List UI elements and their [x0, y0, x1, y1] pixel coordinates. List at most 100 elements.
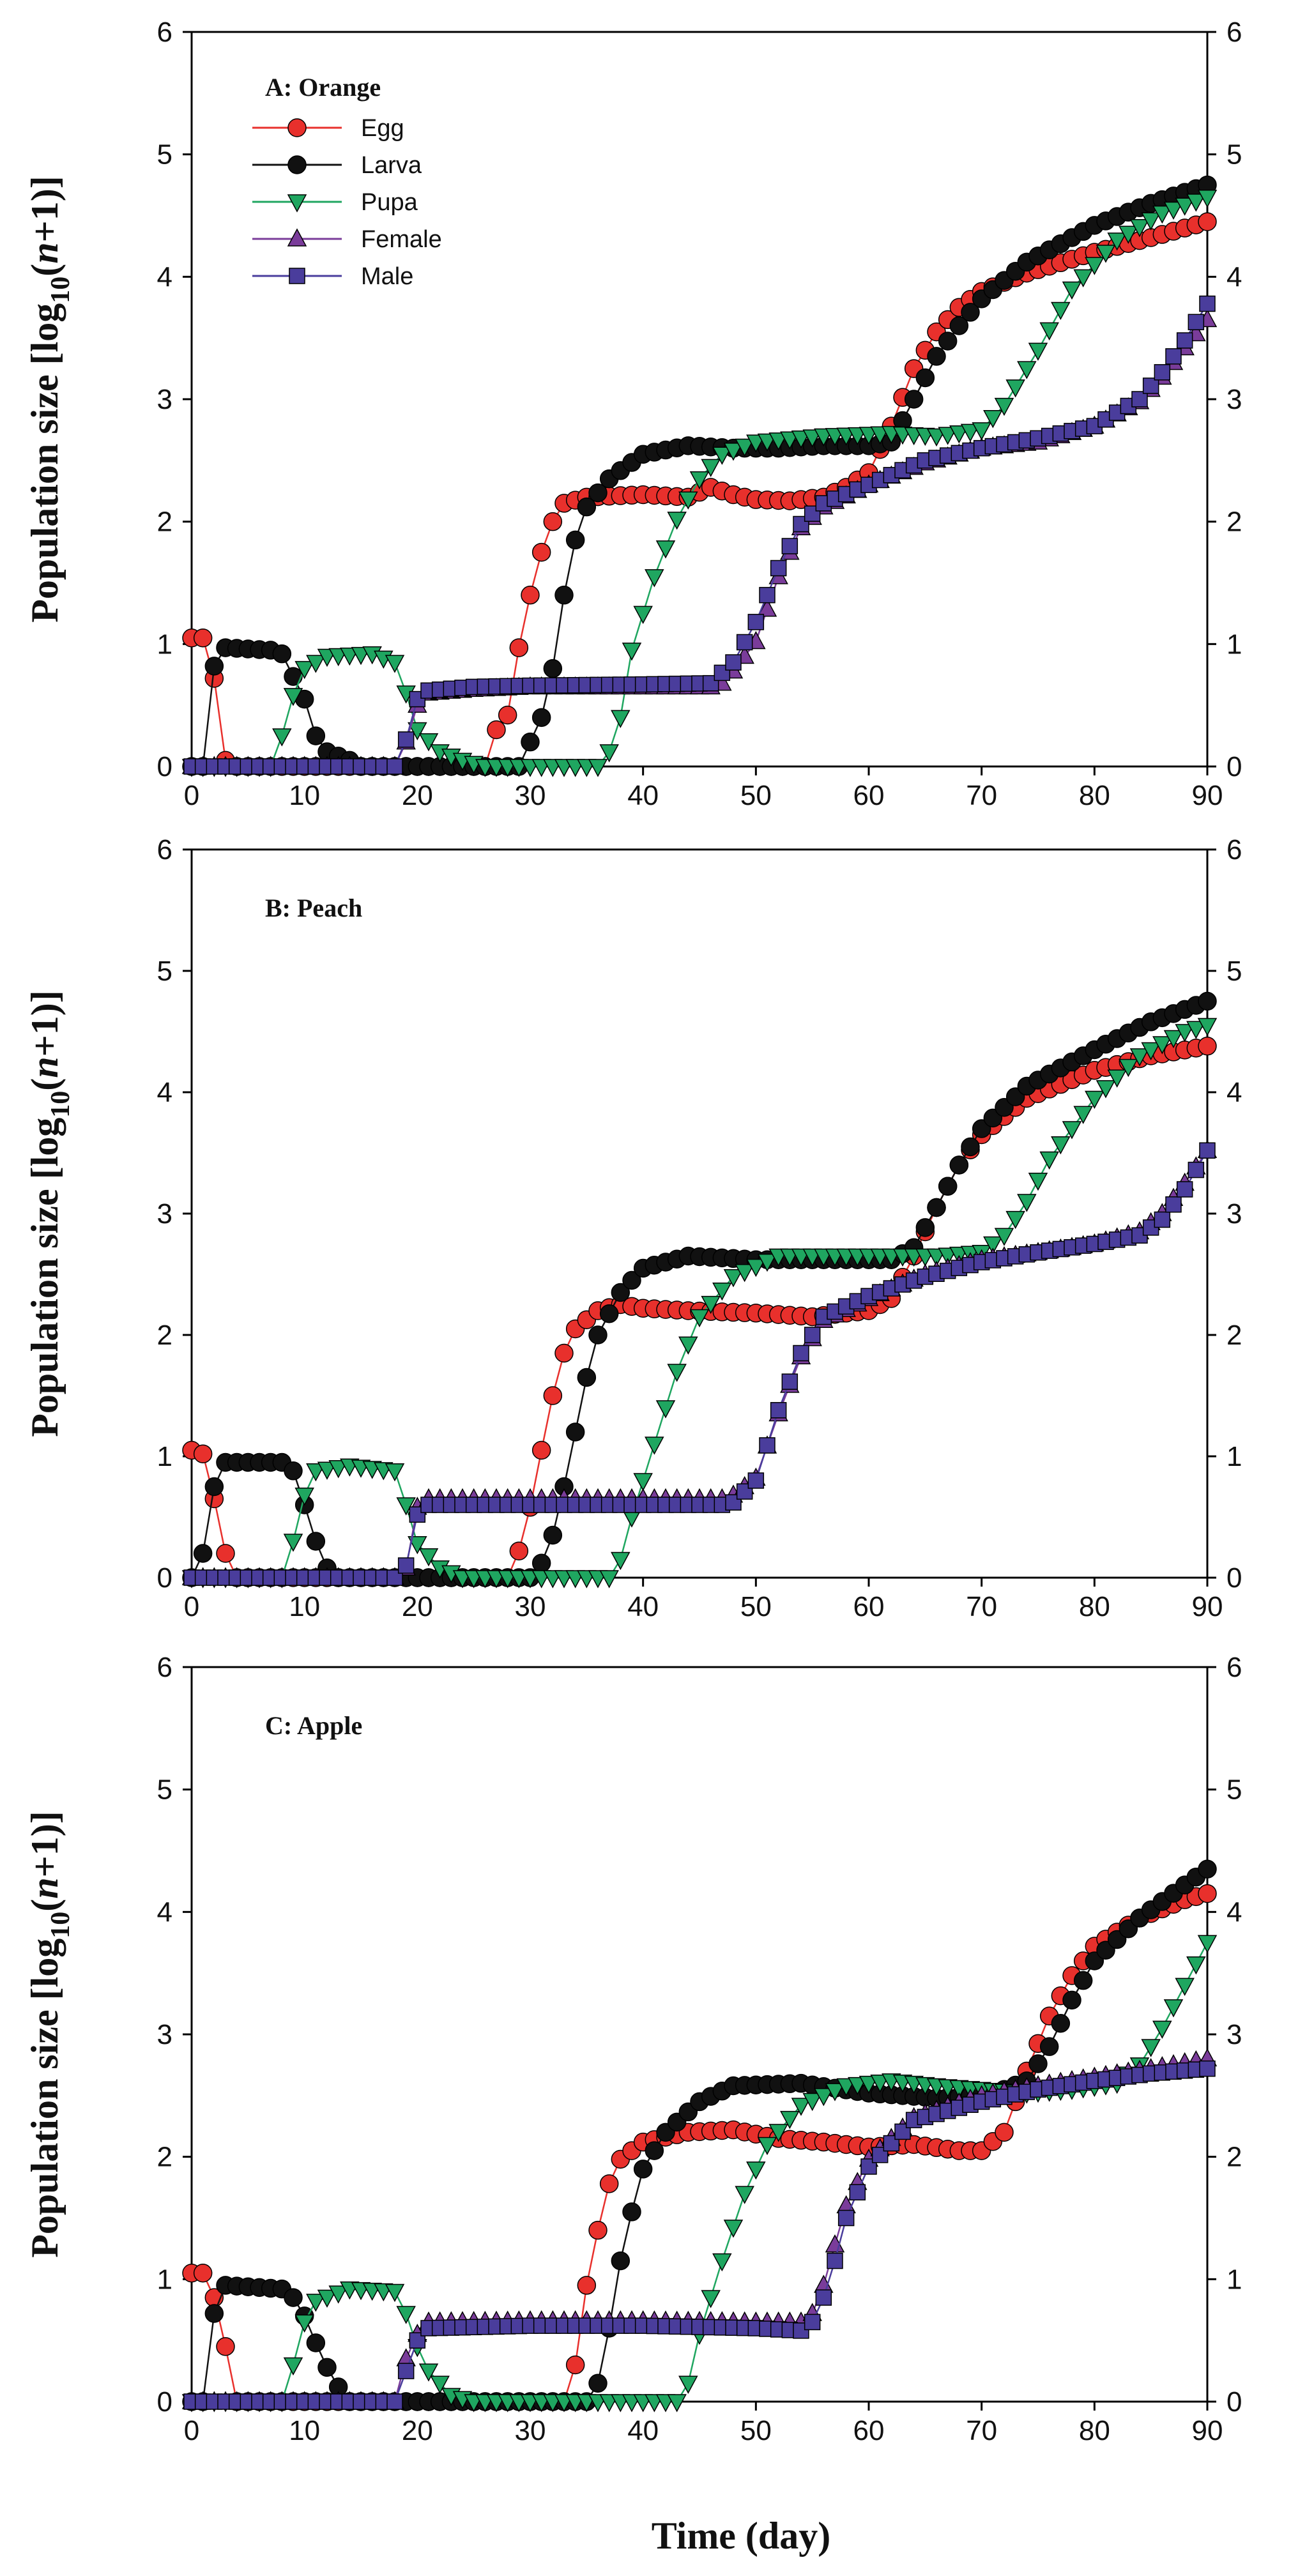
chart-panel-1: 0 10 20 30 40 50 60 70 80 900 01 12 23 34 45 56 6A: Oran…	[157, 17, 1242, 811]
y-tick-label-right: 3	[1226, 1198, 1242, 1230]
y-tick-label-right: 6	[1226, 834, 1242, 865]
data-point-larva	[543, 1525, 563, 1545]
data-point-pupa	[1107, 232, 1127, 251]
data-point-male	[837, 2209, 855, 2227]
data-point-pupa	[1051, 301, 1071, 321]
data-point-egg	[554, 1343, 574, 1363]
data-point-pupa	[408, 722, 427, 741]
data-point-larva	[588, 483, 607, 503]
data-point-pupa	[633, 606, 653, 624]
data-point-egg	[588, 2220, 607, 2240]
data-point-larva	[306, 1532, 326, 1551]
data-point-egg	[531, 1440, 551, 1460]
data-point-pupa	[667, 2394, 687, 2412]
y-tick-label-right: 0	[1226, 1562, 1242, 1594]
data-point-pupa	[791, 430, 811, 449]
data-point-male	[793, 1345, 809, 1362]
data-point-male	[759, 1437, 775, 1454]
x-tick-label: 70	[966, 1591, 997, 1622]
x-tick-label: 90	[1192, 1591, 1223, 1622]
x-tick-label: 60	[853, 1591, 885, 1622]
x-tick-label: 50	[740, 2415, 772, 2446]
data-point-pupa	[328, 2285, 348, 2304]
y-tick-label-left: 0	[157, 2386, 172, 2418]
data-point-larva	[938, 1177, 958, 1196]
panel-title: A: Orange	[265, 73, 381, 102]
data-point-larva	[306, 726, 326, 745]
data-point-pupa	[689, 1309, 710, 1328]
y-tick-label-right: 1	[1226, 1441, 1242, 1472]
data-point-male	[397, 1557, 415, 1574]
data-point-larva	[599, 1304, 619, 1323]
data-point-pupa	[1051, 1136, 1071, 1155]
data-point-larva	[611, 1283, 630, 1302]
legend-label-pupa: Pupa	[361, 189, 418, 216]
plot-frame	[190, 848, 1209, 1579]
data-point-male	[1176, 332, 1193, 349]
data-point-male	[1154, 364, 1171, 381]
data-point-pupa	[306, 2294, 326, 2312]
data-point-pupa	[385, 1463, 405, 1482]
data-point-pupa	[701, 1295, 721, 1315]
legend-label-egg: Egg	[361, 115, 404, 142]
data-point-egg	[487, 720, 506, 740]
series-pupa	[181, 1935, 1218, 2412]
data-point-male	[747, 614, 765, 630]
data-point-larva	[204, 1477, 224, 1497]
data-point-egg	[543, 512, 563, 531]
data-point-pupa	[983, 1236, 1003, 1255]
data-point-larva	[193, 1544, 213, 1563]
series-pupa	[181, 1017, 1218, 1589]
data-point-pupa	[611, 1551, 630, 1571]
plot-frame	[190, 31, 1209, 768]
series-line-female	[192, 1150, 1209, 1579]
data-point-pupa	[385, 655, 405, 673]
legend-label-female: Female	[361, 226, 442, 253]
data-point-male	[804, 2313, 821, 2331]
data-point-larva	[531, 708, 551, 728]
y-axis-title-suffix: +1)]	[24, 176, 66, 242]
data-point-larva	[284, 2288, 303, 2307]
y-tick-label-right: 5	[1226, 1774, 1242, 1806]
data-point-pupa	[1039, 1151, 1059, 1170]
y-axis-titles: Population size [log10(n+1)]Population s…	[24, 176, 75, 2258]
data-point-larva	[915, 1218, 935, 1237]
data-point-pupa	[768, 2124, 788, 2142]
data-point-egg	[498, 705, 517, 725]
data-point-larva	[938, 332, 958, 351]
panels: 0 10 20 30 40 50 60 70 80 900 01 12 23 34 45 56 6A: Oran…	[157, 17, 1242, 2446]
data-point-pupa	[1062, 1121, 1082, 1139]
y-tick-label-right: 3	[1226, 2019, 1242, 2050]
data-point-pupa	[1119, 1058, 1138, 1078]
y-tick-label-right: 0	[1226, 2386, 1242, 2418]
x-tick-label: 30	[515, 2415, 546, 2446]
data-point-pupa	[1005, 379, 1025, 398]
data-point-larva	[1073, 1970, 1093, 1990]
y-tick-label-right: 6	[1226, 1652, 1242, 1683]
data-point-male	[770, 560, 787, 577]
y-tick-label-left: 3	[157, 2019, 172, 2050]
data-point-pupa	[1073, 269, 1093, 287]
data-point-pupa	[802, 2092, 822, 2112]
y-tick-label-right: 5	[1226, 956, 1242, 987]
data-point-pupa	[746, 1258, 766, 1277]
y-axis-title-open: (	[24, 1899, 66, 1912]
data-point-pupa	[926, 1248, 947, 1267]
legend-marker-pupa	[287, 194, 307, 213]
data-point-pupa	[859, 2075, 879, 2094]
data-point-pupa	[701, 459, 721, 477]
data-point-egg	[565, 2355, 585, 2375]
data-point-pupa	[825, 2083, 845, 2101]
data-point-pupa	[723, 1269, 744, 1288]
data-point-male	[804, 1327, 821, 1343]
y-tick-label-right: 1	[1226, 629, 1242, 660]
series-female	[181, 1139, 1218, 1585]
data-point-pupa	[1186, 1021, 1206, 1039]
y-tick-label-left: 1	[157, 629, 172, 660]
x-tick-label: 10	[289, 2415, 320, 2446]
data-point-pupa	[1175, 197, 1195, 216]
data-point-pupa	[667, 1364, 687, 1382]
data-point-pupa	[1017, 361, 1037, 379]
data-point-egg	[521, 585, 540, 605]
data-point-larva	[521, 732, 540, 752]
